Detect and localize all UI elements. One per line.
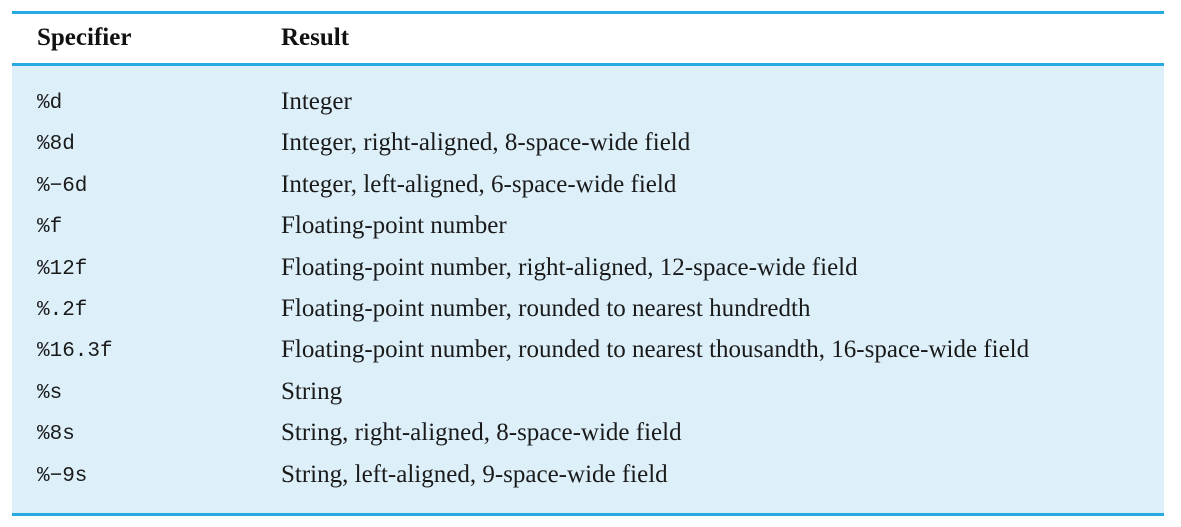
header-divider-rule [12,63,1164,66]
specifier-cell: %8s [37,423,75,447]
table-body: %d Integer %8d Integer, right-aligned, 8… [12,66,1164,513]
specifier-cell: %d [37,92,63,115]
specifier-cell: %f [37,216,63,240]
specifier-cell: %.2f [37,298,88,322]
result-cell: Integer [281,88,352,115]
result-cell: Integer, right-aligned, 8-space-wide fie… [281,129,691,157]
specifier-cell: %s [37,381,63,405]
result-cell: Floating-point number [281,212,507,240]
result-cell: Floating-point number, rounded to neares… [281,336,1030,364]
specifier-cell: %8d [37,133,75,157]
table-row: %8s String, right-aligned, 8-space-wide … [12,419,1164,460]
specifier-cell: %−9s [37,464,88,488]
result-cell: String, left-aligned, 9-space-wide field [281,460,668,488]
table-bottom-rule [12,513,1164,516]
table-row: %16.3f Floating-point number, rounded to… [12,336,1164,377]
result-cell: Floating-point number, right-aligned, 12… [281,253,858,281]
result-cell: Floating-point number, rounded to neares… [281,294,811,322]
column-header-specifier: Specifier [37,24,132,51]
result-cell: String, right-aligned, 8-space-wide fiel… [281,419,682,447]
specifier-cell: %16.3f [37,340,113,364]
table-row: %−6d Integer, left-aligned, 6-space-wide… [12,171,1164,212]
table-row: %8d Integer, right-aligned, 8-space-wide… [12,129,1164,170]
table-row: %s String [12,378,1164,419]
column-header-result: Result [281,24,350,51]
table-row: %f Floating-point number [12,212,1164,253]
table-top-rule [12,11,1164,14]
table-header: Specifier Result [12,14,1164,64]
table-row: %.2f Floating-point number, rounded to n… [12,295,1164,336]
table-row: %−9s String, left-aligned, 9-space-wide … [12,461,1164,502]
specifier-cell: %−6d [37,174,88,198]
result-cell: String [281,377,343,405]
table-row: %12f Floating-point number, right-aligne… [12,254,1164,295]
specifier-cell: %12f [37,257,88,281]
format-specifier-table: Specifier Result %d Integer %8d Integer,… [12,11,1164,516]
result-cell: Integer, left-aligned, 6-space-wide fiel… [281,170,677,198]
table-row: %d Integer [12,88,1164,129]
